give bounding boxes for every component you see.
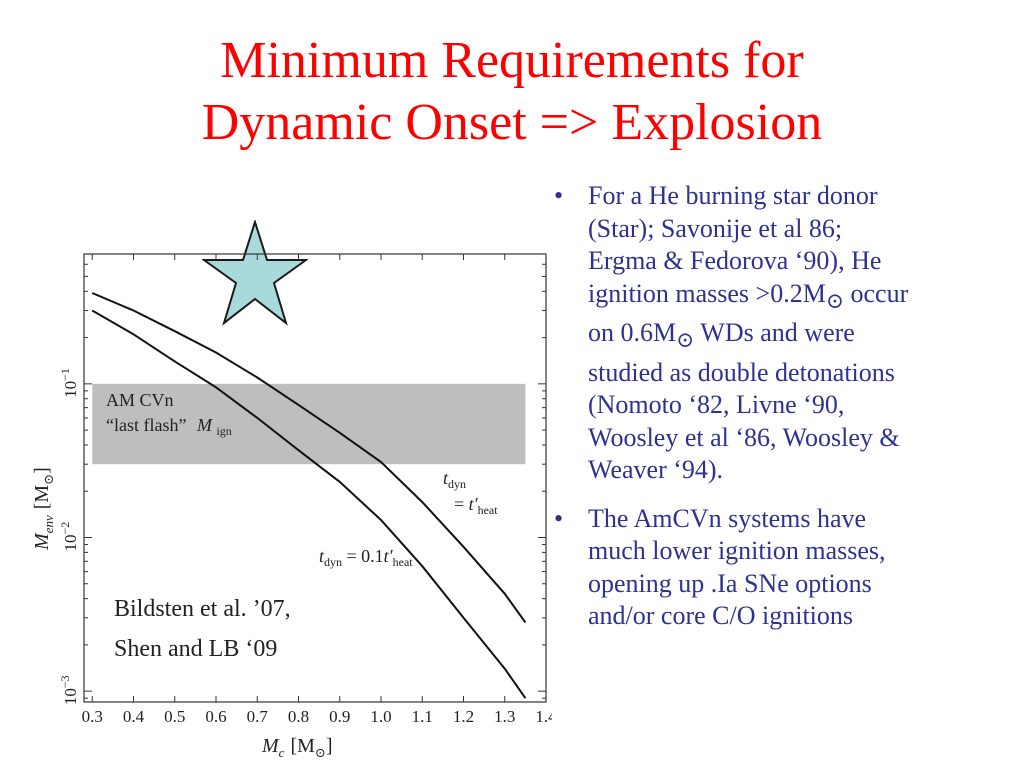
x-tick-label: 1.4 bbox=[535, 707, 552, 726]
bullet-marker: • bbox=[554, 503, 564, 533]
x-tick-label: 0.9 bbox=[329, 707, 350, 726]
x-tick-label: 0.3 bbox=[82, 707, 103, 726]
x-axis-label: Mc [M⊙] bbox=[261, 735, 332, 760]
x-tick-label: 1.0 bbox=[370, 707, 391, 726]
citation-line-2: Shen and LB ‘09 bbox=[114, 636, 277, 662]
series-label-heat-line-2: = t′heat bbox=[454, 494, 498, 517]
y-tick-label: 10−2 bbox=[58, 522, 80, 552]
series-line-2 bbox=[91, 309, 527, 699]
y-axis-label: Menv[M⊙] bbox=[31, 467, 56, 551]
star-icon bbox=[202, 220, 308, 326]
bullet-item-1: • For a He burning star donor (Star); Sa… bbox=[554, 181, 909, 485]
bullet-item-2: • The AmCVn systems have much lower igni… bbox=[554, 503, 886, 631]
y-tick-label: 10−1 bbox=[58, 368, 80, 398]
x-tick-label: 1.2 bbox=[453, 707, 474, 726]
x-tick-label: 1.3 bbox=[494, 707, 515, 726]
x-tick-label: 0.8 bbox=[288, 707, 309, 726]
bullet-list: • For a He burning star donor (Star); Sa… bbox=[548, 180, 1018, 649]
series-line-1 bbox=[91, 292, 527, 623]
x-tick-label: 0.5 bbox=[164, 707, 185, 726]
x-tick-label: 0.7 bbox=[247, 707, 269, 726]
x-tick-label: 0.4 bbox=[123, 707, 145, 726]
plot-frame bbox=[83, 253, 547, 703]
x-tick-label: 1.1 bbox=[412, 707, 433, 726]
title-line-1: Minimum Requirements for bbox=[220, 32, 804, 89]
y-tick-label: 10−3 bbox=[58, 675, 80, 705]
band-label-line-1: AM CVn bbox=[106, 390, 174, 410]
title-line-2: Dynamic Onset => Explosion bbox=[201, 94, 823, 151]
chart: AM CVn “last flash” M ign tdyn = t′heat … bbox=[31, 253, 552, 760]
band-label-line-2: “last flash” M ign bbox=[106, 415, 232, 438]
series-label-heat-line-1: tdyn bbox=[443, 468, 466, 491]
bullet-marker: • bbox=[554, 181, 564, 210]
slide-title: Minimum Requirements for Dynamic Onset =… bbox=[0, 30, 1024, 154]
series-label-point-one-heat: tdyn = 0.1t′heat bbox=[319, 546, 413, 569]
am-cvn-band bbox=[92, 383, 526, 465]
x-tick-label: 0.6 bbox=[205, 707, 226, 726]
citation-line-1: Bildsten et al. ’07, bbox=[114, 596, 291, 622]
